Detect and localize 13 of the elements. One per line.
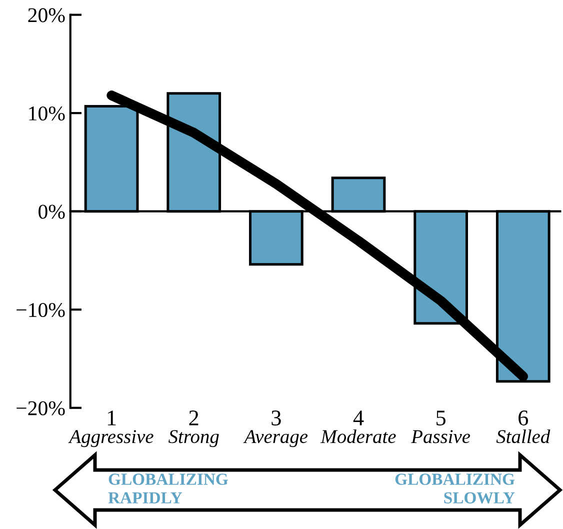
text: GLOBALIZING SLOWLY [395,474,515,504]
text: GLOBALIZING RAPIDLY [108,474,228,504]
x-tick-label: 5 Passive [411,410,470,444]
y-tick-label: −20% [16,401,65,416]
x-tick-label: 2 Strong [168,410,219,448]
y-tick-label: 0% [38,204,65,219]
y-tick-label: 20% [28,8,65,22]
x-tick-label: 1 Aggressive [68,410,154,448]
y-tick-label: −10% [16,302,65,318]
x-tick-label: 3 Average [243,410,308,448]
y-tick-label: 10% [29,106,65,121]
x-tick-label: 6 Stalled [496,410,550,444]
x-tick-label: 4 Moderate [320,410,396,444]
